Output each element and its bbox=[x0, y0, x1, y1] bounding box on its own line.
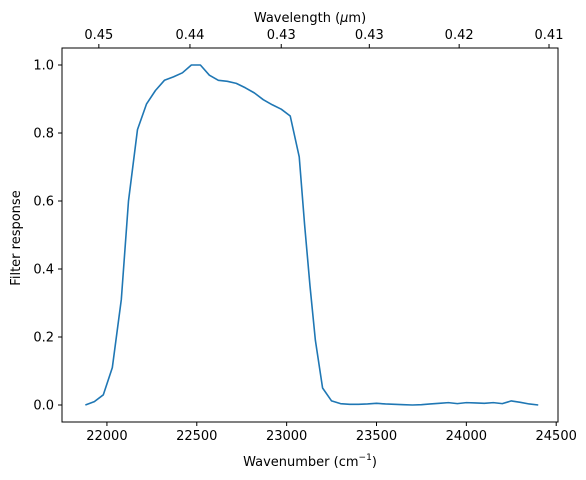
top-tick-label: 0.42 bbox=[445, 28, 474, 43]
top-tick-label: 0.43 bbox=[267, 28, 296, 43]
y-axis-label: Filter response bbox=[9, 190, 24, 285]
y-tick-label: 0.0 bbox=[33, 399, 54, 414]
x-tick-label: 24000 bbox=[446, 429, 487, 444]
y-tick-label: 1.0 bbox=[33, 59, 54, 74]
x-tick-label: 22500 bbox=[176, 429, 217, 444]
plot-frame bbox=[61, 47, 559, 423]
y-tick-label: 0.2 bbox=[33, 331, 54, 346]
filter-response-line bbox=[85, 64, 539, 406]
top-tick-label: 0.43 bbox=[355, 28, 384, 43]
x-tick-label: 23000 bbox=[266, 429, 307, 444]
top-tick-label: 0.45 bbox=[84, 28, 113, 43]
plot-content bbox=[85, 64, 539, 406]
top-x-axis: 0.45 0.44 0.43 0.43 0.42 0.41 bbox=[84, 28, 563, 48]
x-tick-label: 23500 bbox=[356, 429, 397, 444]
x-axis-label: Wavenumber (cm−1) bbox=[243, 453, 377, 470]
top-tick-label: 0.44 bbox=[175, 28, 204, 43]
y-axis: 0.0 0.2 0.4 0.6 0.8 1.0 bbox=[33, 59, 62, 414]
x-tick-label: 24500 bbox=[536, 429, 577, 444]
y-tick-label: 0.6 bbox=[33, 195, 54, 210]
y-tick-label: 0.4 bbox=[33, 263, 54, 278]
top-x-axis-label: Wavelength (μm) bbox=[254, 11, 366, 26]
top-tick-label: 0.41 bbox=[535, 28, 564, 43]
bottom-x-axis: 22000 22500 23000 23500 24000 24500 bbox=[86, 422, 577, 444]
x-tick-label: 22000 bbox=[86, 429, 127, 444]
y-tick-label: 0.8 bbox=[33, 127, 54, 142]
